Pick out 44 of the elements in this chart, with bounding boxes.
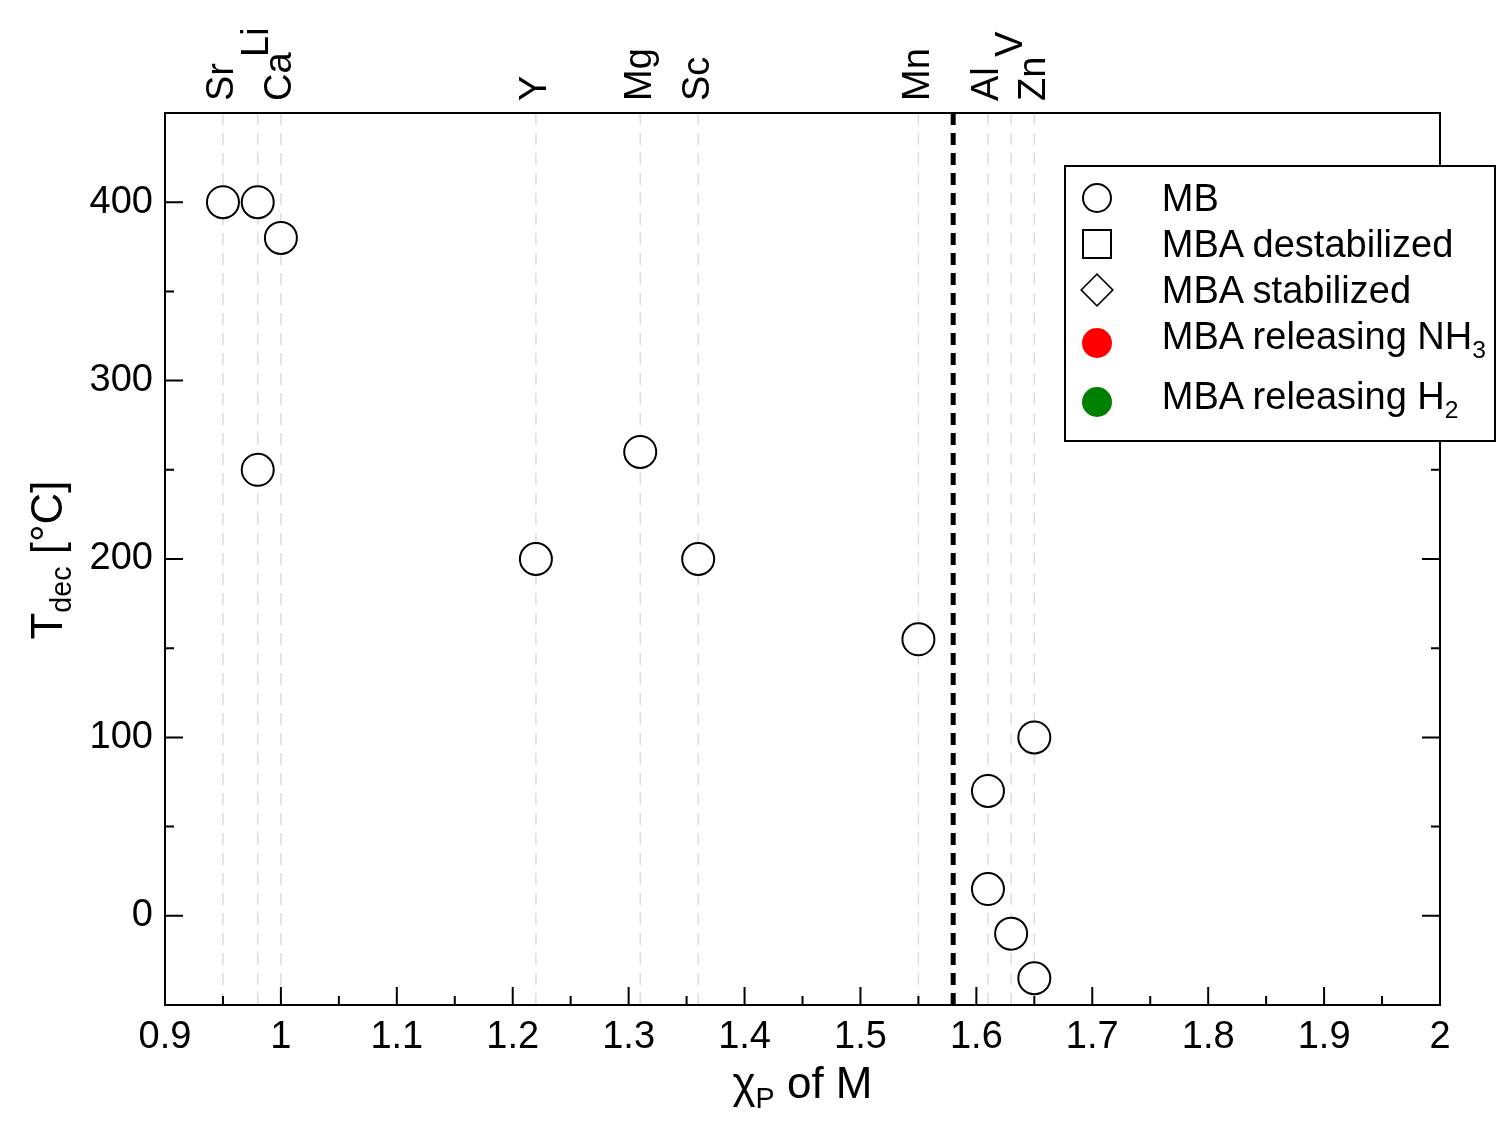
point <box>263 220 298 255</box>
legend-label: MBA stabilized <box>1161 268 1412 313</box>
y-tick-label: 100 <box>89 713 153 756</box>
point <box>994 916 1029 951</box>
ref-line-label: Mn <box>894 48 937 101</box>
ref-line-label: Al <box>964 67 1007 101</box>
point <box>205 185 240 220</box>
x-tick-label: 0.9 <box>138 1014 192 1057</box>
point <box>1017 961 1052 996</box>
point <box>1017 720 1052 755</box>
point <box>623 434 658 469</box>
x-tick-label: 1.4 <box>718 1014 771 1057</box>
point <box>970 773 1005 808</box>
y-tick-label: 400 <box>89 178 153 221</box>
point <box>901 622 936 657</box>
x-tick-label: 1.8 <box>1181 1014 1235 1057</box>
ref-line-label: Sc <box>674 56 717 101</box>
y-tick-label: 0 <box>131 892 153 935</box>
ref-line-label: Mg <box>616 48 659 101</box>
point <box>240 185 275 220</box>
ref-line-label: Zn <box>1010 56 1053 101</box>
x-tick-label: 2 <box>1429 1014 1451 1057</box>
x-tick-label: 1.1 <box>370 1014 424 1057</box>
y-tick-label: 300 <box>89 357 153 400</box>
x-tick-label: 1 <box>270 1014 292 1057</box>
legend-label: MBA destabilized <box>1161 222 1454 267</box>
x-tick-label: 1.7 <box>1065 1014 1119 1057</box>
point <box>240 452 275 487</box>
x-tick-label: 1.9 <box>1297 1014 1351 1057</box>
x-axis-title: χ$_{P}$ of M <box>731 1058 874 1115</box>
point <box>518 542 553 576</box>
y-tick-label: 200 <box>89 535 153 578</box>
ref-line-label: V <box>987 31 1030 57</box>
x-tick-label: 1.5 <box>834 1014 887 1057</box>
x-tick-label: 1.3 <box>602 1014 656 1057</box>
legend-label: MBA releasing H$_{2}$ <box>1161 373 1459 425</box>
ref-line-label: Sr <box>199 62 242 101</box>
legend-label: MBA releasing NH$_{3}$ <box>1161 314 1486 365</box>
legend-label: MB <box>1161 176 1219 221</box>
ref-line-label: Y <box>512 75 555 101</box>
x-tick-label: 1.6 <box>949 1014 1003 1057</box>
x-tick-label: 1.2 <box>486 1014 540 1057</box>
point <box>681 542 716 576</box>
point <box>970 872 1005 907</box>
